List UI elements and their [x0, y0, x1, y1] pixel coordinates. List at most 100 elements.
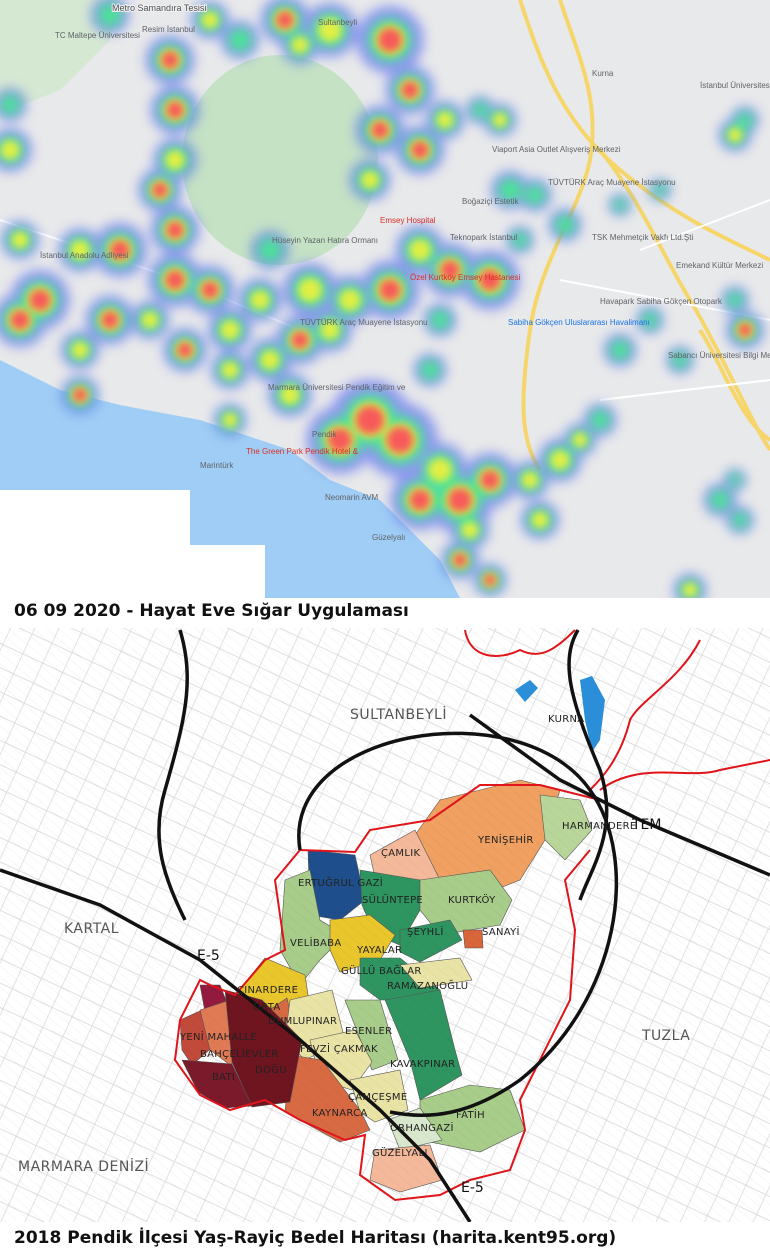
heat-blob — [386, 426, 414, 454]
heat-blob — [220, 320, 240, 340]
heat-blob — [497, 177, 523, 203]
district-label: ÇINARDERE — [237, 985, 298, 996]
heat-blob — [201, 281, 219, 299]
poi-label[interactable]: Emekand Kültür Merkezi — [676, 261, 763, 270]
heat-blob — [448, 488, 472, 512]
district-value-map[interactable]: SULTANBEYLİ KURNA YENİŞEHİR HARMANDERE T… — [0, 628, 770, 1222]
poi-label[interactable]: The Green Park Pendik Hotel & — [246, 447, 359, 456]
heat-blob — [379, 279, 401, 301]
heat-blob — [653, 183, 667, 197]
heat-blob — [165, 270, 185, 290]
heat-blob — [511, 231, 529, 249]
blank-area — [0, 490, 190, 598]
place-label: MARMARA DENİZİ — [18, 1157, 149, 1175]
district-label: ŞEYHLİ — [407, 925, 444, 938]
district-sanayi[interactable] — [462, 929, 484, 949]
place-label[interactable]: Güzelyalı — [372, 533, 405, 542]
heat-blob — [726, 291, 744, 309]
heat-blob — [0, 94, 21, 116]
poi-label[interactable]: Özel Kurtköy Emsey Hastanesi — [410, 273, 520, 282]
heat-blob — [161, 51, 179, 69]
district-label: ÇAMÇEŞME — [348, 1092, 407, 1103]
heat-blob — [201, 11, 219, 29]
poi-label[interactable]: Viaport Asia Outlet Alışveriş Merkezi — [492, 145, 621, 154]
poi-label[interactable]: TÜVTÜRK Araç Muayene İstasyonu — [548, 178, 676, 187]
heat-blob — [110, 240, 130, 260]
lake — [515, 680, 538, 702]
heat-blob — [613, 198, 627, 212]
heat-blob — [436, 111, 454, 129]
heatmap-caption: 06 09 2020 - Hayat Eve Sığar Uygulaması — [14, 601, 409, 621]
poi-label[interactable]: Emsey Hospital — [380, 216, 436, 225]
place-label[interactable]: Sultanbeyli — [318, 18, 357, 27]
district-label: KURTKÖY — [448, 893, 496, 906]
heatmap-map[interactable]: Metro Samandıra Tesisi TC Maltepe Üniver… — [0, 0, 770, 598]
heat-blob — [736, 111, 754, 129]
tem-highway — [468, 713, 770, 877]
road-label: TEM — [631, 817, 661, 833]
heat-blob — [471, 101, 489, 119]
heat-blob — [572, 432, 588, 448]
poi-label[interactable]: Neomarin AVM — [325, 493, 379, 502]
district-label: BAHÇELİEVLER — [200, 1047, 279, 1060]
heat-blob — [355, 405, 385, 435]
poi-label[interactable]: Hüseyin Yazan Hatıra Ormanı — [272, 236, 378, 245]
district-label: RAMAZANOĞLU — [387, 979, 468, 992]
heat-blob — [221, 361, 239, 379]
poi-label[interactable]: TC Maltepe Üniversitesi — [55, 31, 140, 40]
poi-label[interactable]: Sabiha Gökçen Uluslararası Havalimanı — [508, 318, 650, 327]
poi-label[interactable]: Resim İstanbul — [142, 25, 195, 34]
heat-blob — [419, 359, 441, 381]
heat-blob — [492, 112, 508, 128]
district-label: HARMANDERE — [562, 821, 637, 832]
poi-label[interactable]: Boğaziçi Estetik — [462, 197, 519, 206]
poi-label[interactable]: Marmara Üniversitesi Pendik Eğitim ve — [268, 383, 406, 392]
heat-blob — [480, 470, 500, 490]
poi-label[interactable]: İstanbul Anadolu Adliyesi — [40, 251, 129, 260]
heat-blob — [10, 310, 30, 330]
heat-blob — [378, 28, 402, 52]
heat-blob — [738, 323, 752, 337]
heat-blob — [461, 521, 479, 539]
heat-blob — [709, 489, 731, 511]
poi-label[interactable]: Havapark Sabiha Gökçen Otopark — [600, 297, 723, 306]
district-label: KAVAKPINAR — [390, 1059, 455, 1070]
district-label: SÜLÜNTEPE — [362, 893, 423, 906]
heat-blob — [409, 489, 431, 511]
heat-blob — [428, 458, 452, 482]
sea — [0, 360, 460, 598]
poi-label[interactable]: Marintürk — [200, 461, 234, 470]
heat-blob — [165, 150, 185, 170]
district-label: ESENLER — [345, 1026, 392, 1037]
heat-blob — [671, 351, 689, 369]
district-label: GÜLLÜ BAĞLAR — [341, 964, 422, 977]
place-label[interactable]: Kurna — [592, 69, 614, 78]
district-label: SANAYİ — [482, 925, 520, 938]
poi-label[interactable]: İstanbul Üniversitesi — [700, 81, 770, 90]
highways — [0, 629, 770, 1222]
district-label: DOĞU — [255, 1063, 287, 1076]
district-label: FATİH — [456, 1108, 485, 1121]
district-map-caption: 2018 Pendik İlçesi Yaş-Rayiç Bedel Harit… — [14, 1228, 617, 1248]
poi-label[interactable]: Teknopark İstanbul — [450, 233, 517, 242]
heat-blob — [727, 127, 743, 143]
e5-highway — [0, 868, 472, 1222]
forest-area — [182, 55, 378, 265]
place-label[interactable]: Pendik — [312, 430, 337, 439]
heat-blob — [70, 240, 90, 260]
highway — [157, 629, 189, 921]
poi-label[interactable]: Sabancı Üniversitesi Bilgi Merkezi — [668, 351, 770, 360]
heat-blob — [401, 81, 419, 99]
district-label: ERTUĞRUL GAZİ — [298, 876, 383, 889]
poi-label[interactable]: Metro Samandıra Tesisi — [111, 2, 207, 14]
heat-blob — [152, 182, 168, 198]
map-labels: Metro Samandıra Tesisi TC Maltepe Üniver… — [40, 2, 770, 542]
heat-blob — [484, 574, 496, 586]
district-label: KAYNARCA — [312, 1108, 368, 1119]
heat-layer-high — [10, 11, 752, 586]
poi-label[interactable]: TSK Mehmetçik Vakfı Ltd.Şti — [592, 233, 693, 242]
heat-blob — [371, 121, 389, 139]
heat-blob — [0, 140, 20, 160]
poi-label[interactable]: TÜVTÜRK Araç Muayene İstasyonu — [300, 318, 428, 327]
heat-blob — [521, 471, 539, 489]
